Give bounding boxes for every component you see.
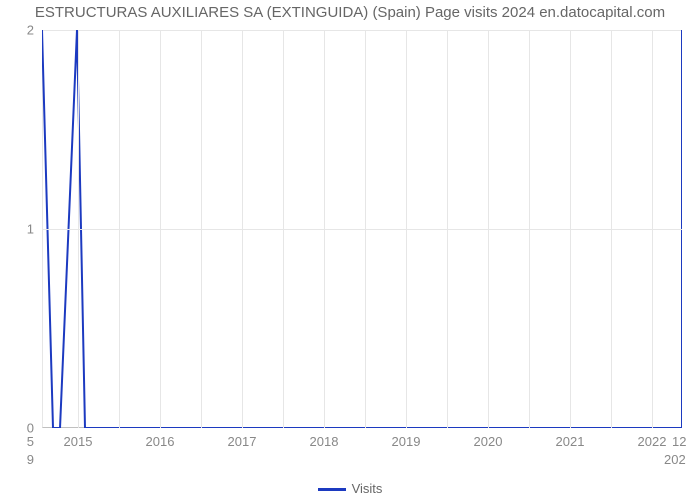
gridline-v <box>160 30 161 428</box>
chart-title: ESTRUCTURAS AUXILIARES SA (EXTINGUIDA) (… <box>0 4 700 21</box>
x-tick-label: 2018 <box>310 428 339 449</box>
x-tick-label: 2020 <box>474 428 503 449</box>
gridline-v <box>570 30 571 428</box>
corner-label-bl-lower: 9 <box>27 428 42 467</box>
gridline-v <box>283 30 284 428</box>
y-tick-label: 1 <box>27 222 42 237</box>
gridline-v <box>242 30 243 428</box>
gridline-h <box>42 229 682 230</box>
gridline-v <box>365 30 366 428</box>
gridline-v <box>406 30 407 428</box>
gridline-v <box>611 30 612 428</box>
x-tick-label: 2015 <box>64 428 93 449</box>
x-tick-label: 2017 <box>228 428 257 449</box>
legend-label: Visits <box>352 481 383 496</box>
plot-area: 0122015201620172018201920202021202259122… <box>42 30 682 428</box>
gridline-v <box>324 30 325 428</box>
chart-container: { "chart": { "type": "line", "title": "E… <box>0 0 700 500</box>
y-tick-label: 2 <box>27 23 42 38</box>
gridline-v <box>201 30 202 428</box>
gridline-v <box>652 30 653 428</box>
gridline-v <box>119 30 120 428</box>
legend-swatch <box>318 488 346 491</box>
x-tick-label: 2021 <box>556 428 585 449</box>
corner-label-br-lower: 202 <box>660 428 686 467</box>
x-tick-label: 2016 <box>146 428 175 449</box>
gridline-v <box>447 30 448 428</box>
gridline-v <box>488 30 489 428</box>
gridline-v <box>529 30 530 428</box>
gridline-v <box>78 30 79 428</box>
x-tick-label: 2019 <box>392 428 421 449</box>
legend: Visits <box>0 481 700 496</box>
